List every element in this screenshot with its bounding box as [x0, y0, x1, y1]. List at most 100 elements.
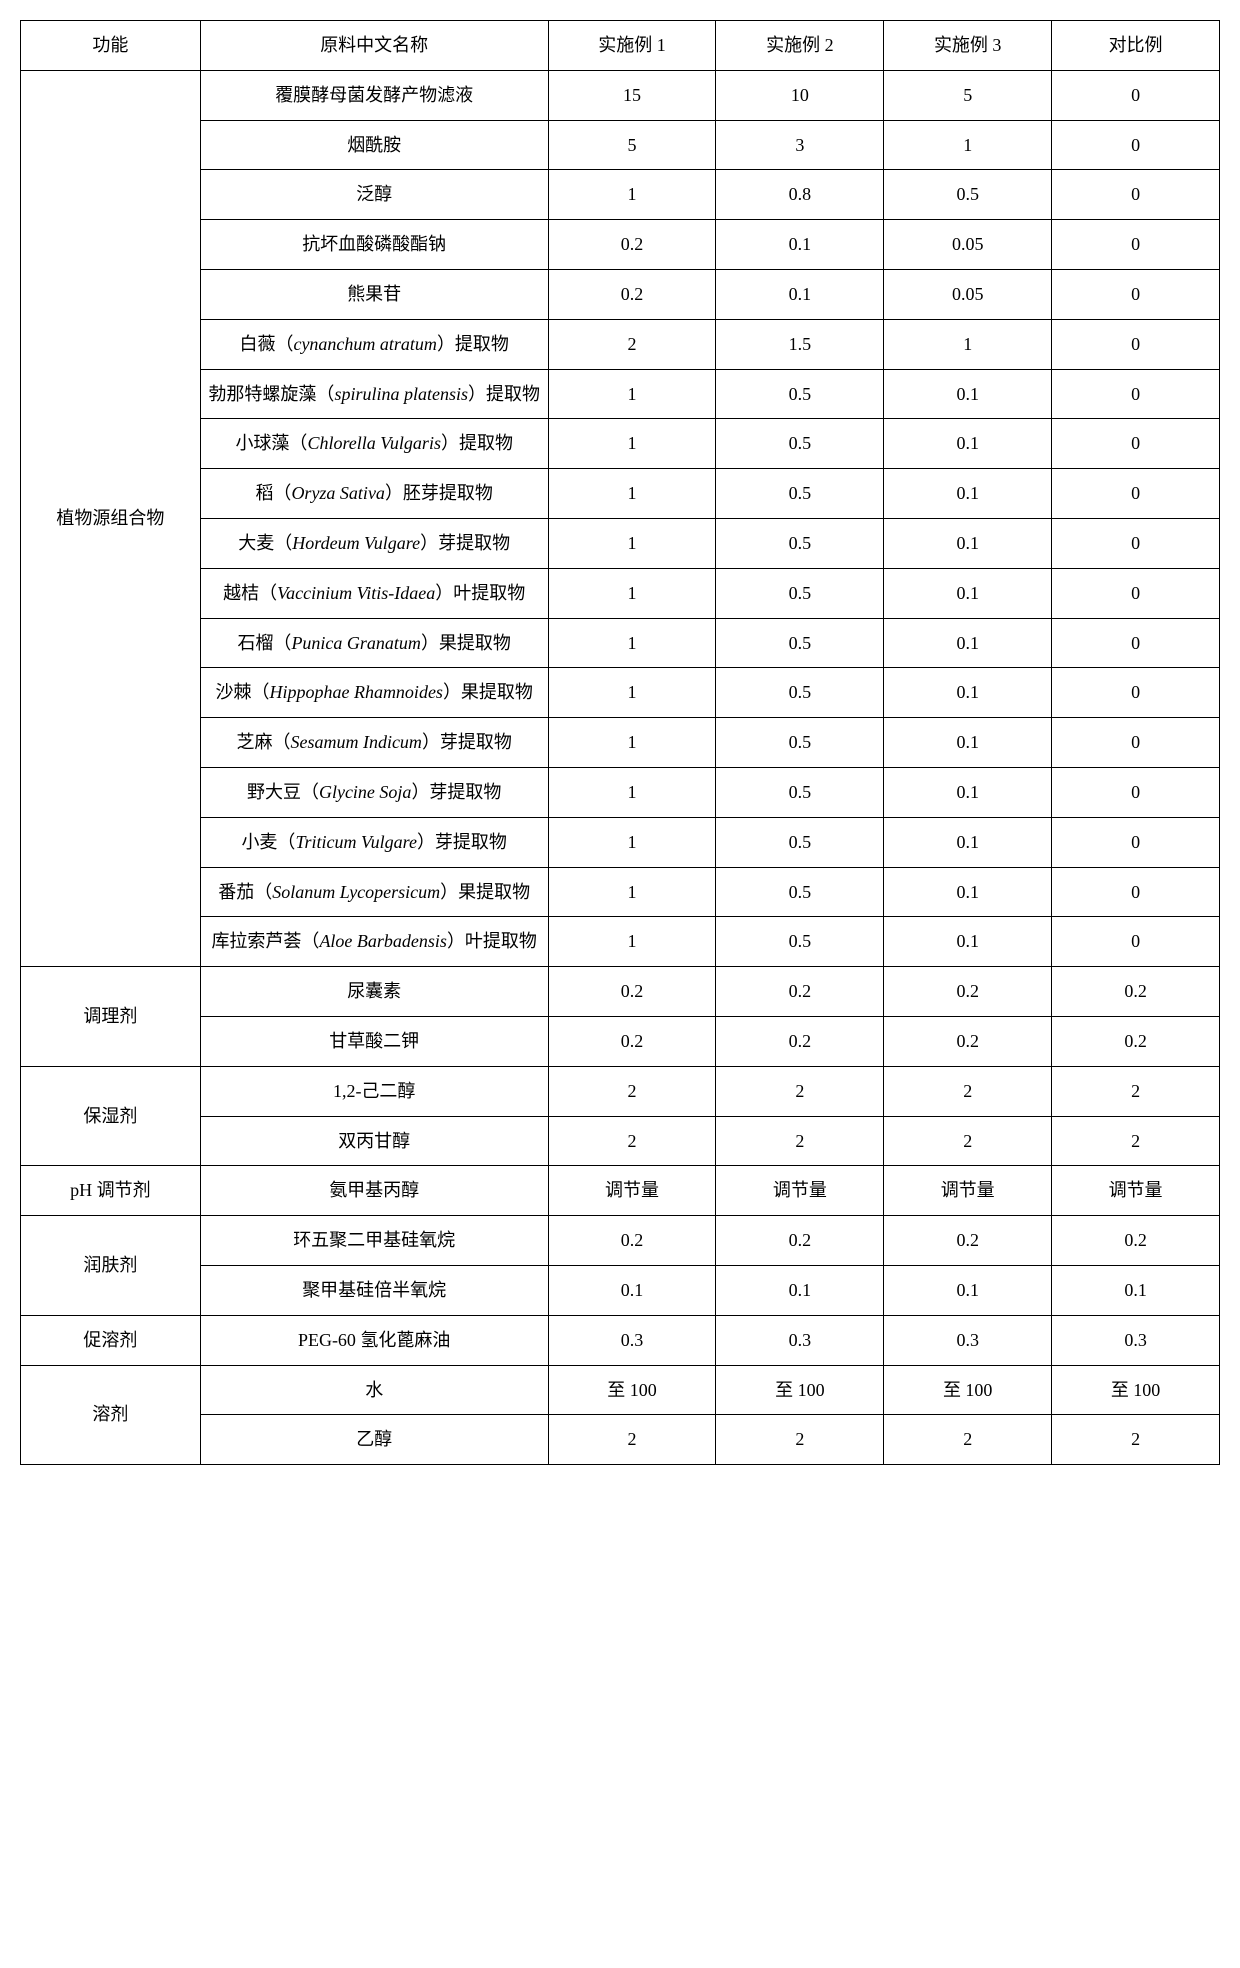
value-cell: 0.2 [1052, 967, 1220, 1017]
header-ingredient-name: 原料中文名称 [200, 21, 548, 71]
header-example-2: 实施例 2 [716, 21, 884, 71]
value-cell: 0.1 [884, 817, 1052, 867]
value-cell: 0.3 [716, 1315, 884, 1365]
value-cell: 0 [1052, 618, 1220, 668]
value-cell: 2 [716, 1415, 884, 1465]
latin-name: Oryza Sativa [291, 483, 385, 503]
value-cell: 2 [1052, 1415, 1220, 1465]
latin-name: Glycine Soja [319, 782, 411, 802]
value-cell: 2 [548, 1116, 716, 1166]
value-cell: 0 [1052, 718, 1220, 768]
value-cell: 0.1 [884, 419, 1052, 469]
latin-name: Triticum Vulgare [295, 832, 417, 852]
value-cell: 0 [1052, 269, 1220, 319]
ingredient-name-cell: 烟酰胺 [200, 120, 548, 170]
table-row: 库拉索芦荟（Aloe Barbadensis）叶提取物10.50.10 [21, 917, 1220, 967]
value-cell: 0 [1052, 419, 1220, 469]
value-cell: 2 [548, 319, 716, 369]
ingredients-table: 功能 原料中文名称 实施例 1 实施例 2 实施例 3 对比例 植物源组合物覆膜… [20, 20, 1220, 1465]
value-cell: 1 [548, 668, 716, 718]
value-cell: 1 [548, 518, 716, 568]
ingredient-name-cell: 大麦（Hordeum Vulgare）芽提取物 [200, 518, 548, 568]
value-cell: 0 [1052, 917, 1220, 967]
latin-name: spirulina platensis [334, 384, 468, 404]
ingredient-name-cell: 番茄（Solanum Lycopersicum）果提取物 [200, 867, 548, 917]
value-cell: 0.1 [716, 1265, 884, 1315]
value-cell: 0.5 [884, 170, 1052, 220]
value-cell: 2 [884, 1415, 1052, 1465]
latin-name: Chlorella Vulgaris [307, 433, 441, 453]
value-cell: 0.5 [716, 917, 884, 967]
value-cell: 0.5 [716, 817, 884, 867]
ingredient-name-cell: 熊果苷 [200, 269, 548, 319]
value-cell: 2 [884, 1066, 1052, 1116]
value-cell: 调节量 [1052, 1166, 1220, 1216]
value-cell: 0.8 [716, 170, 884, 220]
value-cell: 1 [884, 319, 1052, 369]
function-category-cell: pH 调节剂 [21, 1166, 201, 1216]
ingredient-name-cell: 甘草酸二钾 [200, 1016, 548, 1066]
latin-name: cynanchum atratum [293, 334, 436, 354]
latin-name: Solanum Lycopersicum [272, 882, 440, 902]
ingredient-name-cell: 水 [200, 1365, 548, 1415]
value-cell: 0.3 [1052, 1315, 1220, 1365]
value-cell: 1 [548, 767, 716, 817]
value-cell: 调节量 [548, 1166, 716, 1216]
table-row: 小球藻（Chlorella Vulgaris）提取物10.50.10 [21, 419, 1220, 469]
function-category-cell: 保湿剂 [21, 1066, 201, 1166]
latin-name: Vaccinium Vitis-Idaea [277, 583, 435, 603]
value-cell: 0.1 [884, 867, 1052, 917]
table-row: 甘草酸二钾0.20.20.20.2 [21, 1016, 1220, 1066]
value-cell: 0 [1052, 518, 1220, 568]
value-cell: 0.5 [716, 419, 884, 469]
value-cell: 0.5 [716, 867, 884, 917]
table-row: 稻（Oryza Sativa）胚芽提取物10.50.10 [21, 469, 1220, 519]
value-cell: 2 [1052, 1066, 1220, 1116]
value-cell: 0.1 [884, 718, 1052, 768]
ingredient-name-cell: 勃那特螺旋藻（spirulina platensis）提取物 [200, 369, 548, 419]
ingredient-name-cell: 芝麻（Sesamum Indicum）芽提取物 [200, 718, 548, 768]
value-cell: 2 [716, 1116, 884, 1166]
value-cell: 0.1 [884, 518, 1052, 568]
value-cell: 至 100 [1052, 1365, 1220, 1415]
latin-name: Hippophae Rhamnoides [269, 682, 442, 702]
ingredient-name-cell: 1,2-己二醇 [200, 1066, 548, 1116]
ingredient-name-cell: 双丙甘醇 [200, 1116, 548, 1166]
ingredient-name-cell: 野大豆（Glycine Soja）芽提取物 [200, 767, 548, 817]
value-cell: 0.5 [716, 568, 884, 618]
table-row: 烟酰胺5310 [21, 120, 1220, 170]
ingredient-name-cell: 石榴（Punica Granatum）果提取物 [200, 618, 548, 668]
value-cell: 0.2 [548, 269, 716, 319]
value-cell: 1.5 [716, 319, 884, 369]
value-cell: 0.1 [884, 1265, 1052, 1315]
ingredient-name-cell: 小球藻（Chlorella Vulgaris）提取物 [200, 419, 548, 469]
function-category-cell: 植物源组合物 [21, 70, 201, 966]
value-cell: 0 [1052, 319, 1220, 369]
table-row: 勃那特螺旋藻（spirulina platensis）提取物10.50.10 [21, 369, 1220, 419]
value-cell: 0.05 [884, 269, 1052, 319]
latin-name: Punica Granatum [291, 633, 421, 653]
table-row: 调理剂尿囊素0.20.20.20.2 [21, 967, 1220, 1017]
value-cell: 1 [548, 369, 716, 419]
value-cell: 至 100 [884, 1365, 1052, 1415]
value-cell: 2 [548, 1415, 716, 1465]
header-comparison: 对比例 [1052, 21, 1220, 71]
value-cell: 0.1 [884, 568, 1052, 618]
value-cell: 0.2 [1052, 1216, 1220, 1266]
value-cell: 0.2 [884, 1216, 1052, 1266]
value-cell: 1 [548, 568, 716, 618]
table-row: 植物源组合物覆膜酵母菌发酵产物滤液151050 [21, 70, 1220, 120]
value-cell: 调节量 [884, 1166, 1052, 1216]
value-cell: 0.5 [716, 668, 884, 718]
value-cell: 0.2 [884, 967, 1052, 1017]
table-row: 乙醇2222 [21, 1415, 1220, 1465]
value-cell: 0.2 [716, 1016, 884, 1066]
value-cell: 0.1 [884, 767, 1052, 817]
function-category-cell: 促溶剂 [21, 1315, 201, 1365]
table-row: 小麦（Triticum Vulgare）芽提取物10.50.10 [21, 817, 1220, 867]
value-cell: 1 [548, 718, 716, 768]
value-cell: 0.5 [716, 718, 884, 768]
value-cell: 1 [548, 469, 716, 519]
value-cell: 0.5 [716, 618, 884, 668]
table-row: 番茄（Solanum Lycopersicum）果提取物10.50.10 [21, 867, 1220, 917]
